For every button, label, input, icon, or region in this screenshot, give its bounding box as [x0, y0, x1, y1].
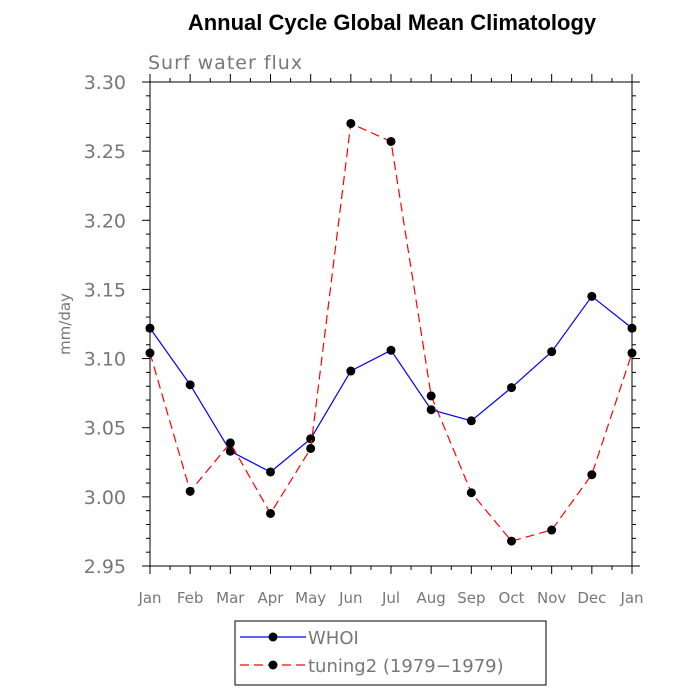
x-tick-label: Nov	[537, 589, 566, 607]
x-tick-label: Apr	[258, 589, 285, 607]
data-point	[627, 348, 637, 358]
x-tick-label: Jun	[338, 589, 362, 607]
legend-marker-whoi	[268, 632, 278, 642]
y-axis-label: mm/day	[56, 293, 74, 355]
data-point	[346, 366, 356, 376]
data-point	[547, 347, 557, 357]
y-tick-label: 3.25	[84, 141, 126, 163]
data-point	[346, 118, 356, 128]
chart-subtitle: Surf water flux	[148, 52, 303, 74]
data-point	[386, 345, 396, 355]
legend-label-tuning2: tuning2 (1979−1979)	[308, 656, 504, 677]
legend-marker-tuning2	[268, 660, 278, 670]
y-tick-label: 3.10	[84, 349, 126, 371]
data-point	[587, 291, 597, 301]
data-point	[185, 486, 195, 496]
data-point	[306, 434, 316, 444]
series-line	[149, 295, 633, 473]
data-point	[466, 416, 476, 426]
series-layer	[145, 118, 637, 546]
y-tick-label: 3.30	[84, 72, 126, 94]
series-line	[149, 122, 633, 542]
data-point	[507, 383, 516, 393]
y-tick-label: 3.15	[84, 279, 126, 301]
data-point	[426, 405, 436, 415]
y-tick-label: 2.95	[84, 556, 126, 578]
y-tick-label: 3.20	[84, 210, 126, 232]
axis-ticks	[142, 74, 640, 574]
data-point	[507, 536, 516, 546]
data-point	[225, 446, 235, 456]
x-tick-label: Mar	[216, 589, 245, 607]
x-tick-label: Jan	[137, 589, 161, 607]
y-tick-labels: 2.95 3.00 3.05 3.10 3.15 3.20 3.25 3.30	[84, 72, 126, 578]
x-tick-label: Feb	[177, 589, 204, 607]
data-point	[225, 438, 235, 448]
x-tick-label: Aug	[417, 589, 446, 607]
data-point	[145, 348, 155, 358]
data-point	[266, 467, 275, 477]
x-tick-labels: Jan Feb Mar Apr May Jun Jul Aug Sep Oct Nov Dec Jan	[137, 589, 643, 607]
data-point	[426, 391, 436, 401]
data-point	[145, 323, 155, 333]
legend: WHOI tuning2 (1979−1979)	[234, 620, 547, 686]
y-tick-label: 3.05	[84, 418, 126, 440]
data-point	[306, 443, 316, 453]
data-point	[627, 323, 637, 333]
chart-title: Annual Cycle Global Mean Climatology	[188, 10, 597, 35]
x-tick-label: Sep	[457, 589, 485, 607]
plot-frame	[149, 81, 633, 567]
data-point	[587, 470, 597, 480]
data-point	[466, 488, 476, 498]
x-tick-label: Jan	[619, 589, 643, 607]
data-point	[185, 380, 195, 390]
x-tick-label: Oct	[499, 589, 525, 607]
legend-label-whoi: WHOI	[308, 628, 359, 649]
x-tick-label: Dec	[577, 589, 606, 607]
data-point	[266, 508, 275, 518]
y-tick-label: 3.00	[84, 487, 126, 509]
legend-box	[234, 620, 547, 686]
data-point	[386, 136, 396, 146]
x-tick-label: Jul	[381, 589, 400, 607]
data-point	[547, 525, 557, 535]
x-tick-label: May	[295, 589, 326, 607]
